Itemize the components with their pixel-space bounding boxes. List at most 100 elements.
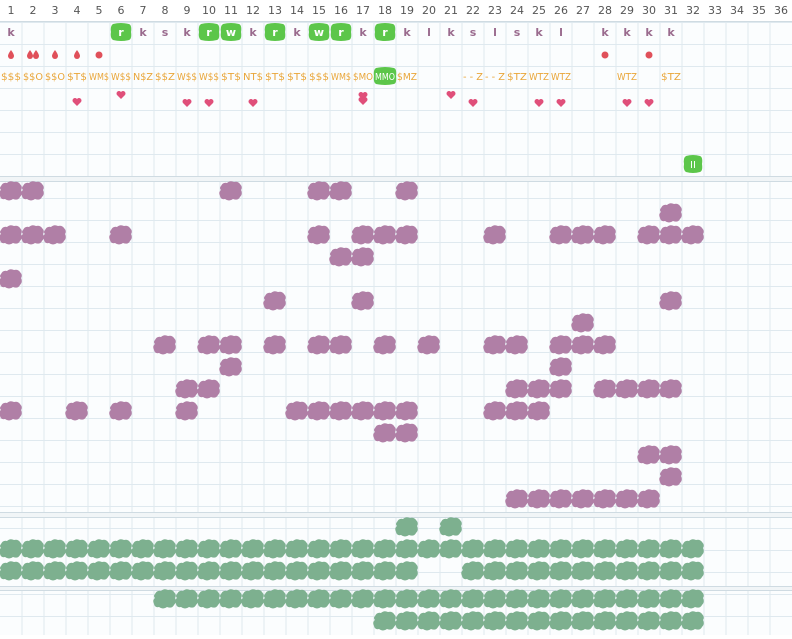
entry-block	[351, 589, 374, 609]
status-code: N$Z	[133, 72, 153, 83]
entry-block	[109, 561, 132, 581]
entry-block	[373, 611, 396, 631]
entry-block	[87, 561, 110, 581]
entry-block	[615, 589, 638, 609]
entry-block	[505, 589, 528, 609]
entry-block	[549, 225, 572, 245]
entry-block	[0, 269, 22, 289]
activity-letter: s	[162, 26, 169, 39]
entry-block	[351, 401, 374, 421]
heart-icon	[72, 98, 82, 106]
entry-block	[417, 539, 440, 559]
column-number: 19	[400, 4, 414, 17]
column-number: 29	[620, 4, 634, 17]
entry-block	[461, 539, 484, 559]
entry-block	[0, 225, 22, 245]
entry-block	[505, 379, 528, 399]
entry-block	[439, 589, 462, 609]
entry-block	[527, 379, 550, 399]
entry-block	[219, 561, 242, 581]
status-code: $$$	[1, 72, 21, 83]
entry-block	[329, 539, 352, 559]
entry-block	[307, 539, 330, 559]
activity-letter: k	[139, 26, 147, 39]
entry-block	[571, 489, 594, 509]
column-number: 25	[532, 4, 546, 17]
entry-block	[461, 561, 484, 581]
entry-block	[395, 401, 418, 421]
entry-block	[571, 225, 594, 245]
heart-icon	[446, 91, 456, 99]
entry-block	[505, 489, 528, 509]
entry-block	[329, 589, 352, 609]
entry-block	[219, 335, 242, 355]
status-code: - - Z	[463, 72, 483, 83]
entry-block	[549, 539, 572, 559]
entry-block	[659, 225, 682, 245]
column-number: 4	[74, 4, 81, 17]
entry-block	[285, 539, 308, 559]
section-separator	[0, 176, 792, 182]
entry-block	[549, 489, 572, 509]
activity-letter: k	[601, 26, 609, 39]
activity-letter: r	[118, 26, 124, 39]
entry-block	[637, 445, 660, 465]
entry-block	[637, 589, 660, 609]
header-background	[0, 0, 792, 21]
entry-block	[505, 335, 528, 355]
badge	[374, 23, 396, 41]
entry-block	[197, 539, 220, 559]
activity-letter: k	[359, 26, 367, 39]
column-number: 9	[184, 4, 191, 17]
entry-block	[593, 589, 616, 609]
column-number: 24	[510, 4, 524, 17]
entry-block	[659, 589, 682, 609]
entry-block	[571, 335, 594, 355]
entry-block	[417, 335, 440, 355]
dot-icon	[645, 51, 653, 59]
status-code: $T$	[265, 72, 285, 83]
entry-block	[659, 539, 682, 559]
entry-block	[637, 225, 660, 245]
status-code: MMO	[375, 72, 395, 83]
column-number: 6	[118, 4, 125, 17]
status-code: $$O	[45, 72, 65, 83]
heart-icon	[248, 99, 258, 107]
entry-block	[307, 401, 330, 421]
column-number: 21	[444, 4, 458, 17]
column-number: 16	[334, 4, 348, 17]
heart-icon	[644, 99, 654, 107]
entry-block	[21, 539, 44, 559]
column-number: 23	[488, 4, 502, 17]
entry-block	[307, 561, 330, 581]
entry-block	[373, 539, 396, 559]
drop-icon	[27, 50, 33, 59]
dot-icon	[95, 51, 103, 59]
column-number: 32	[686, 4, 700, 17]
entry-block	[219, 181, 242, 201]
entry-block	[395, 181, 418, 201]
entry-block	[351, 247, 374, 267]
status-code: $TZ	[507, 72, 527, 83]
badge	[308, 23, 330, 41]
entry-block	[65, 401, 88, 421]
entry-block	[615, 611, 638, 631]
heart-icon	[204, 98, 214, 107]
entry-block	[483, 611, 506, 631]
entry-block	[329, 247, 352, 267]
entry-block	[659, 467, 682, 487]
status-code: $MO	[353, 72, 373, 83]
entry-block	[131, 561, 154, 581]
drop-icon	[52, 50, 58, 59]
entry-block	[483, 539, 506, 559]
heart-icon	[182, 99, 192, 107]
entry-block	[109, 539, 132, 559]
entry-block	[637, 539, 660, 559]
entry-block	[175, 539, 198, 559]
entry-block	[549, 561, 572, 581]
entry-block	[373, 401, 396, 421]
entry-block	[593, 335, 616, 355]
entry-block	[527, 489, 550, 509]
entry-block	[329, 401, 352, 421]
entry-block	[263, 291, 286, 311]
